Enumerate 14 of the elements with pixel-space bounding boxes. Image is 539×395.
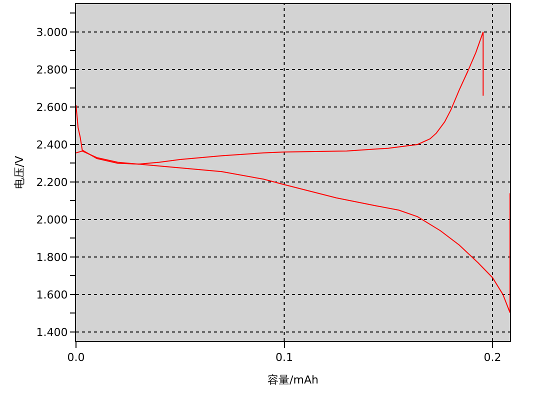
x-tick-label: 0.0 xyxy=(67,351,85,364)
y-tick-label: 1.600 xyxy=(36,288,68,302)
y-tick-label: 2.800 xyxy=(36,63,68,76)
y-tick-label: 3.000 xyxy=(36,26,68,39)
y-tick-label: 2.200 xyxy=(36,176,68,189)
x-axis-title: 容量/mAh xyxy=(268,373,318,386)
x-tick-label: 0.1 xyxy=(276,351,293,364)
y-tick-label: 2.000 xyxy=(36,213,68,226)
y-tick-label: 2.600 xyxy=(36,100,68,114)
y-tick-label: 2.400 xyxy=(36,138,68,152)
y-tick-label: 1.400 xyxy=(36,326,68,339)
y-tick-label: 1.800 xyxy=(36,250,68,264)
y-axis-title: 电压/V xyxy=(12,155,26,190)
x-tick-label: 0.2 xyxy=(484,351,502,364)
